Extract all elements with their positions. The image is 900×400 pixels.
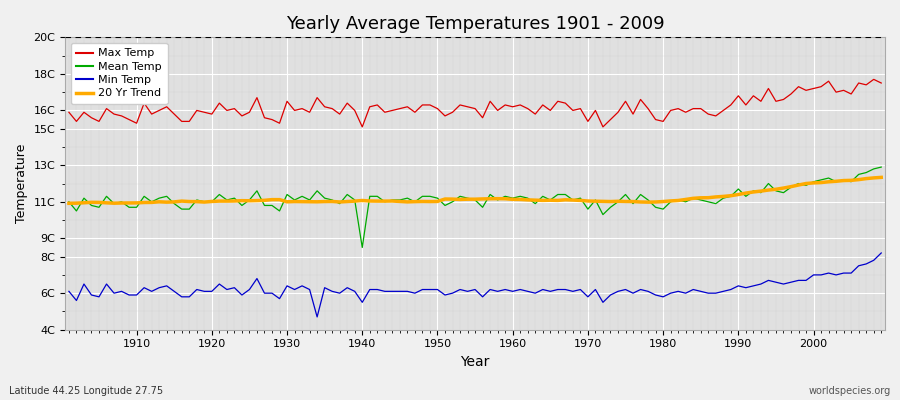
Legend: Max Temp, Mean Temp, Min Temp, 20 Yr Trend: Max Temp, Mean Temp, Min Temp, 20 Yr Tre…: [71, 43, 167, 104]
Y-axis label: Temperature: Temperature: [15, 144, 28, 223]
Text: worldspecies.org: worldspecies.org: [809, 386, 891, 396]
Text: Latitude 44.25 Longitude 27.75: Latitude 44.25 Longitude 27.75: [9, 386, 163, 396]
Title: Yearly Average Temperatures 1901 - 2009: Yearly Average Temperatures 1901 - 2009: [286, 15, 664, 33]
X-axis label: Year: Year: [461, 355, 490, 369]
